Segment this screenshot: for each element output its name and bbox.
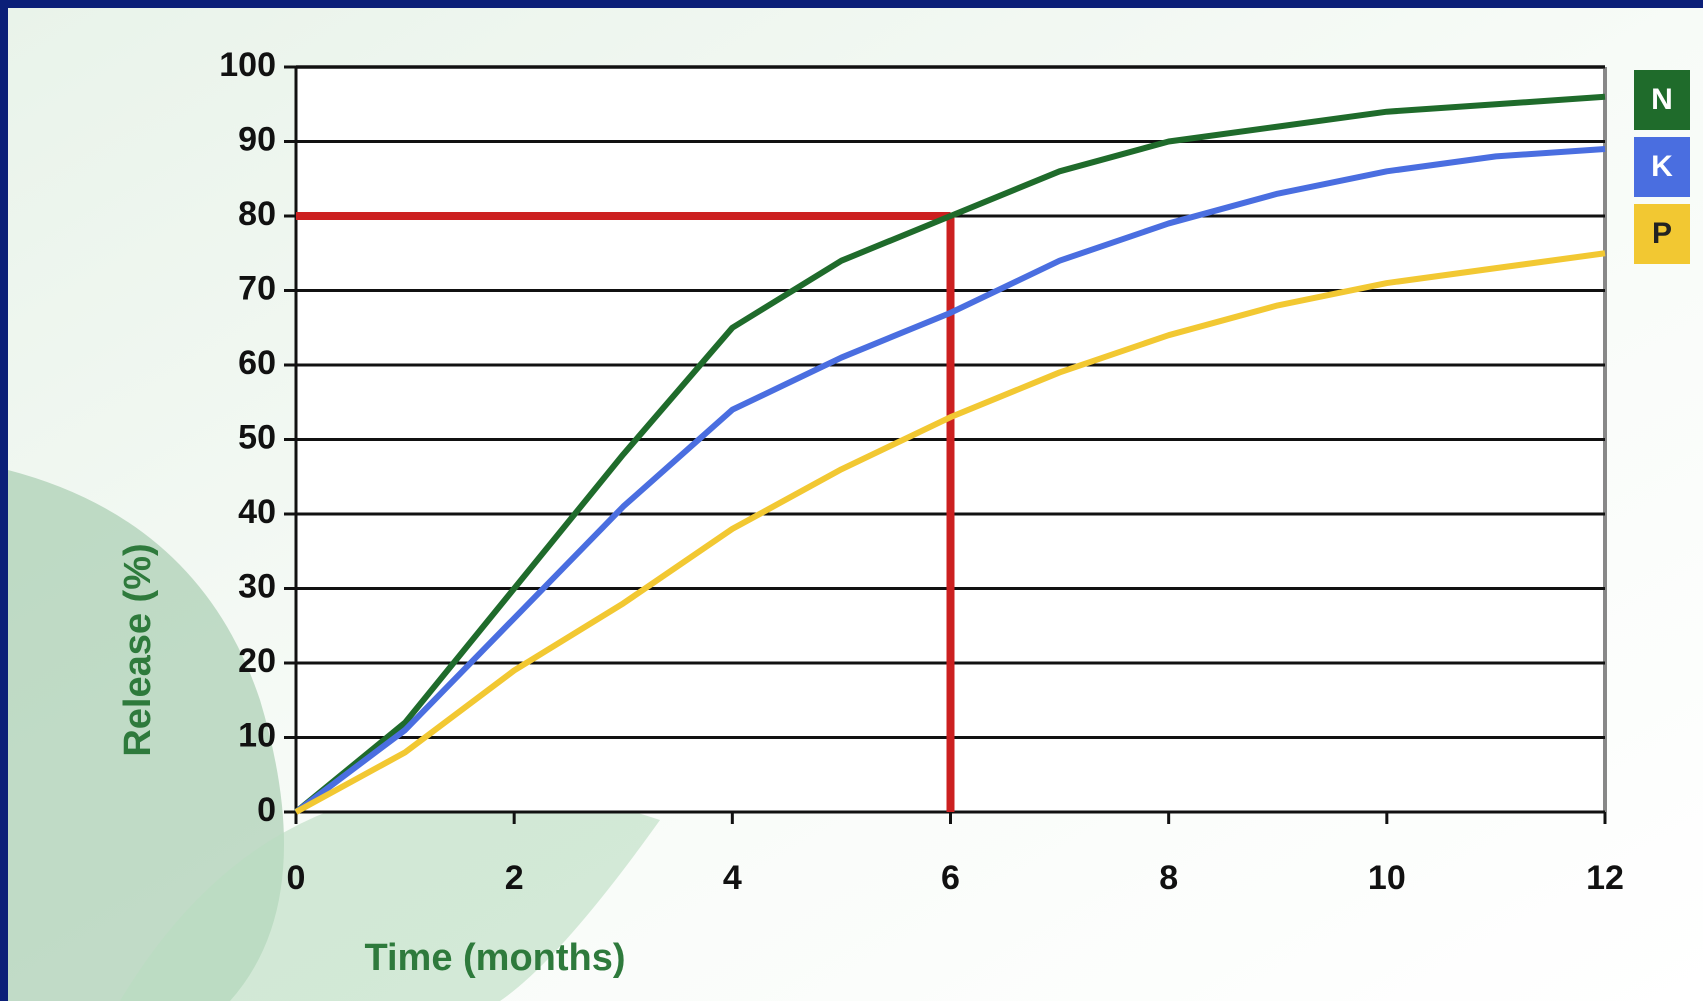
y-tick-label: 60 [238,344,276,382]
y-tick-label: 10 [238,716,276,754]
x-tick-label: 0 [287,859,306,897]
chart: Time (months) Release (%) 01020304050607… [0,0,1703,1001]
legend-label: N [1651,83,1673,116]
y-tick-label: 30 [238,567,276,605]
x-tick-label: 8 [1159,859,1178,897]
y-tick-label: 70 [238,269,276,307]
y-tick-label: 50 [238,418,276,456]
legend-label: P [1652,217,1672,250]
x-axis-title: Time (months) [364,937,625,979]
x-tick-label: 4 [723,859,742,897]
y-tick-label: 90 [238,120,276,158]
legend-label: K [1651,150,1673,183]
y-axis-title: Release (%) [117,543,159,756]
x-tick-label: 2 [505,859,524,897]
y-tick-label: 40 [238,493,276,531]
y-tick-label: 100 [219,46,276,84]
x-tick-label: 10 [1368,859,1406,897]
x-tick-label: 6 [941,859,960,897]
y-tick-label: 0 [257,791,276,829]
x-tick-label: 12 [1586,859,1624,897]
y-tick-label: 20 [238,642,276,680]
y-tick-label: 80 [238,195,276,233]
